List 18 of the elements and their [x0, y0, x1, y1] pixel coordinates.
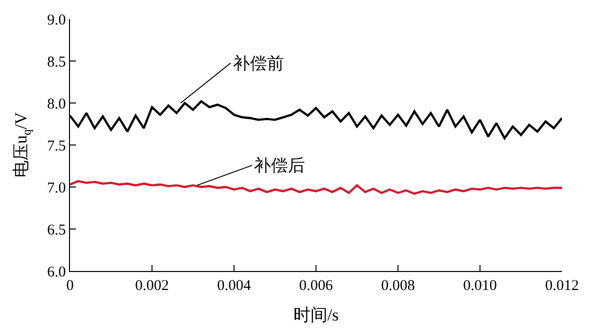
x-tick-label: 0.010: [463, 278, 497, 294]
y-tick-label: 6.5: [47, 222, 66, 238]
y-tick-label: 8.0: [47, 96, 66, 112]
y-tick-label: 7.0: [47, 180, 66, 196]
x-tick-label: 0.008: [381, 278, 415, 294]
x-tick-label: 0.006: [299, 278, 334, 294]
y-tick-label: 8.5: [47, 54, 66, 70]
x-tick-label: 0.004: [217, 278, 252, 294]
line-series: [70, 180, 562, 195]
y-tick-label: 9.0: [47, 12, 66, 28]
annotation: 补偿前: [233, 54, 284, 73]
annotation: 补偿后: [254, 156, 305, 175]
x-tick-label: 0.002: [135, 278, 169, 294]
x-tick-label: 0.012: [545, 278, 579, 294]
y-tick-label: 7.5: [47, 138, 66, 154]
x-axis-title: 时间/s: [293, 306, 339, 324]
y-tick-label: 6.0: [47, 264, 66, 280]
x-tick-label: 0: [66, 278, 74, 294]
